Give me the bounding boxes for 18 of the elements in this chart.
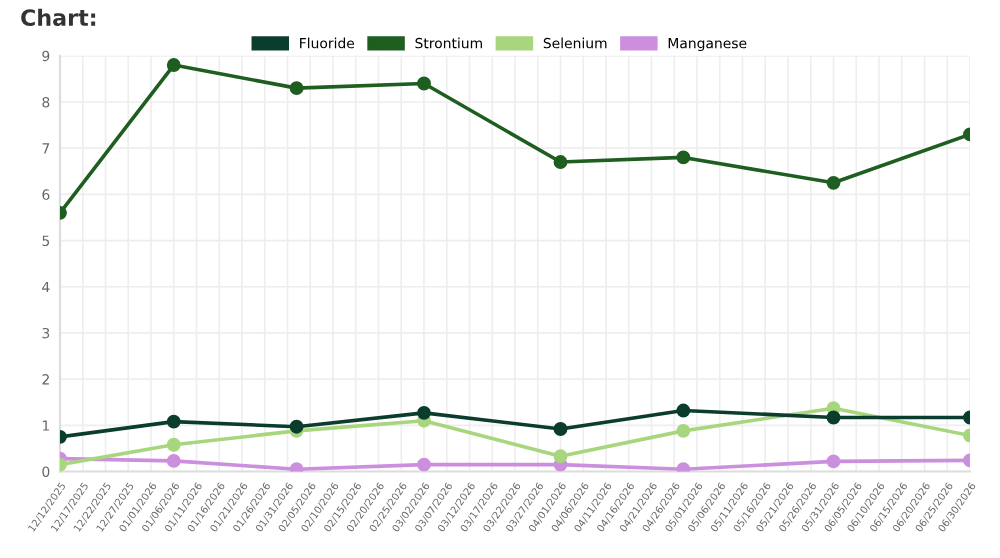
point (417, 405, 431, 420)
point (553, 449, 568, 464)
point (676, 403, 691, 418)
point (166, 414, 181, 429)
point (676, 150, 691, 165)
point (166, 437, 181, 452)
point (553, 422, 568, 436)
point (166, 58, 181, 72)
point (676, 423, 691, 438)
point (826, 454, 841, 469)
chart-title: Chart: (21, 8, 96, 26)
point (417, 76, 431, 91)
point (289, 81, 304, 96)
point (826, 175, 841, 190)
point (417, 457, 431, 472)
point (553, 155, 568, 169)
point (166, 453, 181, 468)
point (826, 410, 841, 425)
